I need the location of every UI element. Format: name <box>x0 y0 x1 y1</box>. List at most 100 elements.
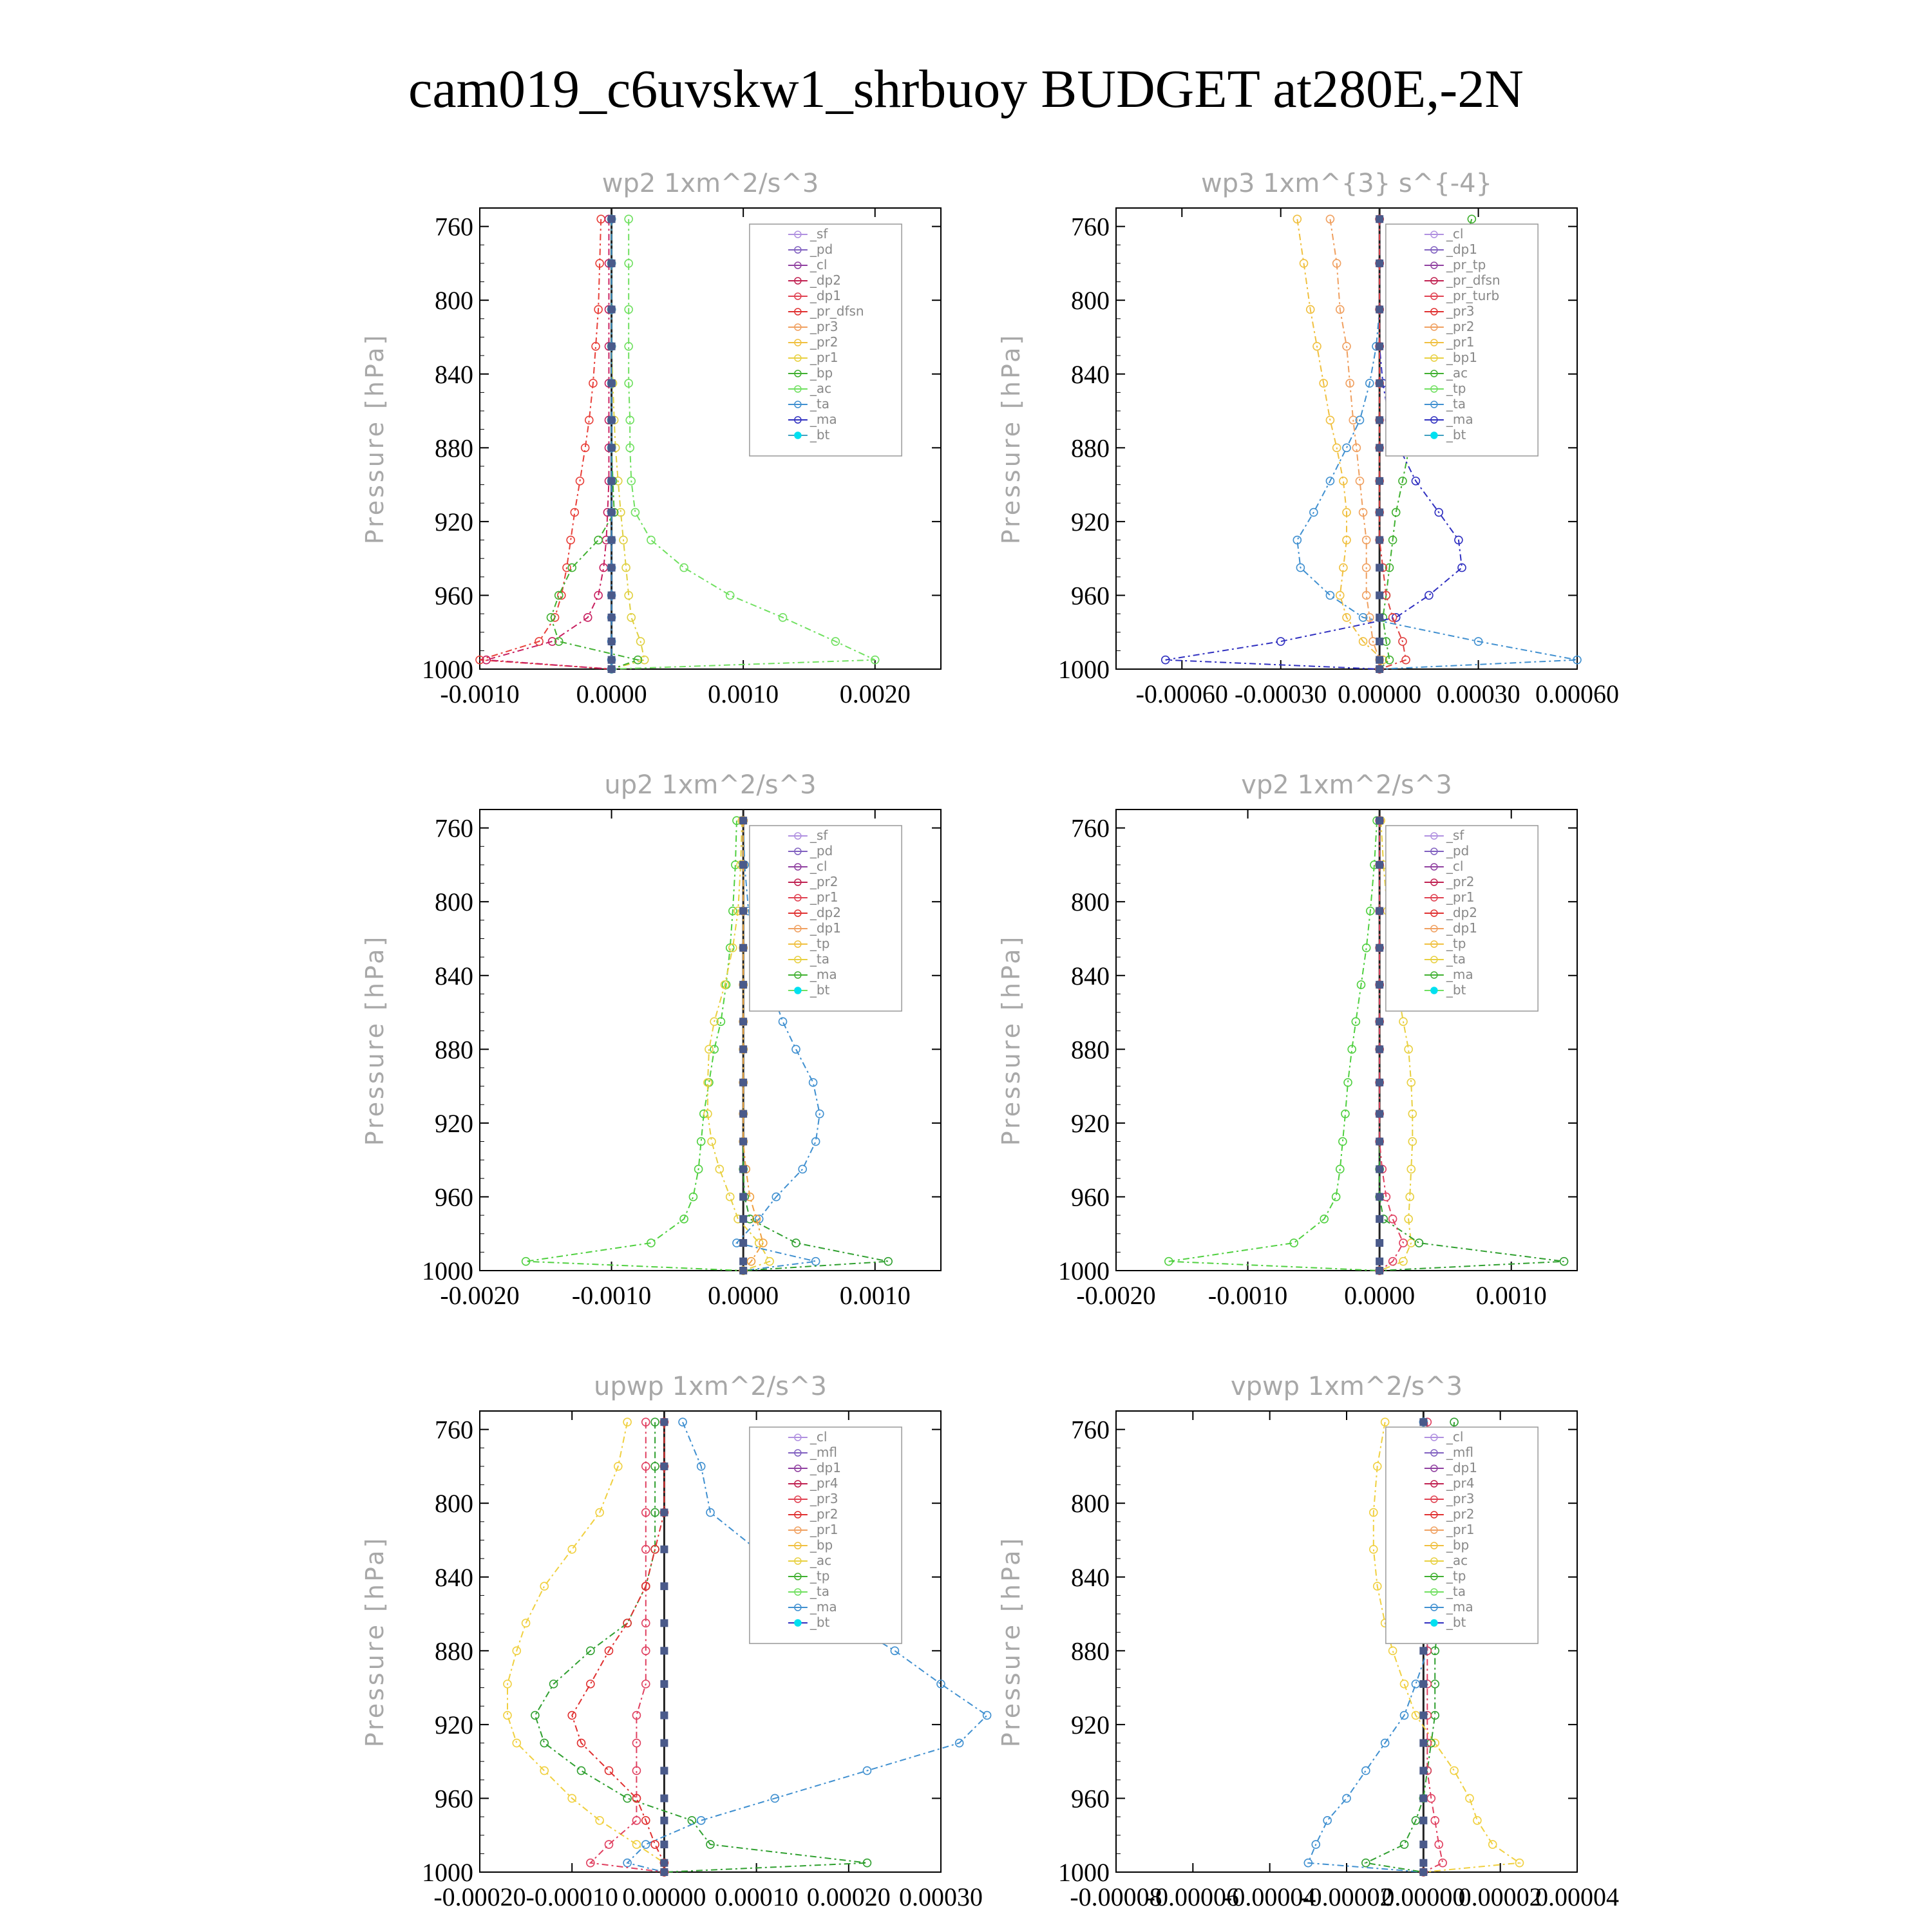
y-axis-label: Pressure [hPa] <box>361 333 389 545</box>
bt-marker <box>607 564 616 572</box>
series-line-tp <box>1296 219 1578 670</box>
data-point-tp <box>678 1417 687 1426</box>
bt-marker <box>1376 379 1384 388</box>
data-point-dp1 <box>716 1017 726 1027</box>
x-tick-label: 0.0020 <box>840 679 911 708</box>
data-point-tp <box>770 1794 780 1803</box>
x-tick-label: -0.00030 <box>1235 679 1327 708</box>
data-point-tp <box>1473 637 1483 646</box>
y-tick-label: 840 <box>435 360 473 389</box>
y-tick-label: 800 <box>1071 1489 1110 1518</box>
data-point-pr1 <box>503 1710 512 1720</box>
data-point-pr1 <box>1372 1462 1382 1471</box>
legend-marker <box>794 1480 802 1488</box>
legend-marker <box>1430 832 1438 840</box>
data-point-pd <box>1388 1256 1397 1266</box>
plot-frame <box>479 1410 942 1873</box>
bt-marker <box>1376 860 1384 869</box>
data-point-pr2 <box>1342 341 1351 351</box>
data-point-dp1 <box>1343 1078 1352 1087</box>
data-point-pr1 <box>1332 443 1341 453</box>
data-point-pr1 <box>703 1078 712 1087</box>
data-point-pr1 <box>710 1017 719 1027</box>
legend-entry: _cl <box>1446 858 1464 874</box>
data-point-pr1 <box>512 1738 522 1748</box>
legend-entry: _dp1 <box>1446 920 1477 936</box>
legend-entry: _pr_dfsn <box>1446 272 1501 288</box>
data-point-dp1 <box>1430 1816 1440 1825</box>
x-tick-label: -0.00010 <box>526 1882 618 1911</box>
data-point-pr4 <box>623 1618 632 1628</box>
legend-box <box>749 825 902 1012</box>
bt-marker <box>1376 1215 1384 1223</box>
legend-entry: _pr1 <box>810 1522 838 1537</box>
legend-entry: _tp <box>1446 381 1466 396</box>
data-point-pr1 <box>1408 1137 1417 1146</box>
bt-marker <box>607 665 616 673</box>
data-point-pr1 <box>1342 613 1351 622</box>
data-point-tp <box>1293 535 1302 545</box>
y-tick-label: 1000 <box>422 655 473 684</box>
legend-entry: _cl <box>810 1429 828 1444</box>
data-point-ac <box>624 214 633 223</box>
data-point-bp <box>554 637 564 646</box>
data-point-pr2 <box>1355 477 1365 486</box>
data-point-pr1 <box>636 637 645 646</box>
legend-marker <box>1430 261 1438 269</box>
data-point-dp1 <box>1331 1192 1341 1202</box>
bt-marker <box>739 1239 748 1247</box>
legend-entry: _pr2 <box>1446 319 1475 334</box>
bt-marker <box>660 1859 668 1867</box>
legend-marker <box>1430 925 1438 933</box>
x-tick-label: 0.00030 <box>899 1882 983 1911</box>
data-point-pr4 <box>650 1545 659 1554</box>
data-point-dp1 <box>641 1417 650 1426</box>
data-point-pr1 <box>595 1816 604 1825</box>
data-point-pr1 <box>1406 1164 1416 1174</box>
series-line-dp1 <box>479 219 612 670</box>
data-point-tp <box>1399 1710 1409 1720</box>
data-point-bp <box>594 535 603 545</box>
legend-entry: _pr2 <box>810 874 838 889</box>
data-point-tp <box>811 1137 820 1146</box>
x-tick-label: -0.00004 <box>1224 1882 1316 1911</box>
legend-marker <box>794 1449 802 1457</box>
legend-marker <box>1430 1542 1438 1549</box>
data-point-pr1 <box>1515 1858 1524 1868</box>
data-point-tp <box>982 1710 992 1720</box>
data-point-dp1 <box>589 379 598 388</box>
data-point-dp1 <box>1351 1017 1361 1027</box>
data-point-pr1 <box>567 1794 577 1803</box>
legend-entry: _pr4 <box>1446 1475 1475 1491</box>
legend-entry: _ma <box>1446 412 1473 427</box>
y-tick-label: 1000 <box>422 1256 473 1285</box>
data-point-pr1 <box>1406 1078 1416 1087</box>
bt-marker <box>660 1508 668 1517</box>
data-point-pr1 <box>1404 1215 1413 1224</box>
bt-marker <box>739 1045 748 1054</box>
data-point-tp <box>890 1646 900 1656</box>
y-tick-label: 760 <box>1071 814 1110 843</box>
data-point-dp1 <box>1347 1045 1356 1054</box>
y-tick-label: 800 <box>435 1489 473 1518</box>
data-point-pr4 <box>567 1710 577 1720</box>
data-point-pr1 <box>1299 259 1309 268</box>
y-tick-label: 800 <box>1071 286 1110 315</box>
legend-entry: _pr_turb <box>1446 288 1499 303</box>
data-point-dp1 <box>641 1680 650 1689</box>
legend-marker <box>794 401 802 408</box>
data-point-ac <box>630 507 640 517</box>
data-point-ac <box>679 563 688 573</box>
bt-marker <box>1376 1078 1384 1086</box>
data-point-tp <box>1325 591 1335 600</box>
x-tick-label: -0.0010 <box>572 1281 651 1310</box>
bt-marker <box>1376 1110 1384 1118</box>
x-tick-label: -0.00020 <box>433 1882 526 1911</box>
legend-entry: _ac <box>1446 1553 1468 1568</box>
legend-entry: _mfl <box>810 1444 837 1460</box>
data-point-dp1 <box>632 1738 641 1748</box>
bt-marker <box>607 536 616 544</box>
data-point-pr2 <box>1361 591 1371 600</box>
data-point-ac <box>1388 535 1397 545</box>
